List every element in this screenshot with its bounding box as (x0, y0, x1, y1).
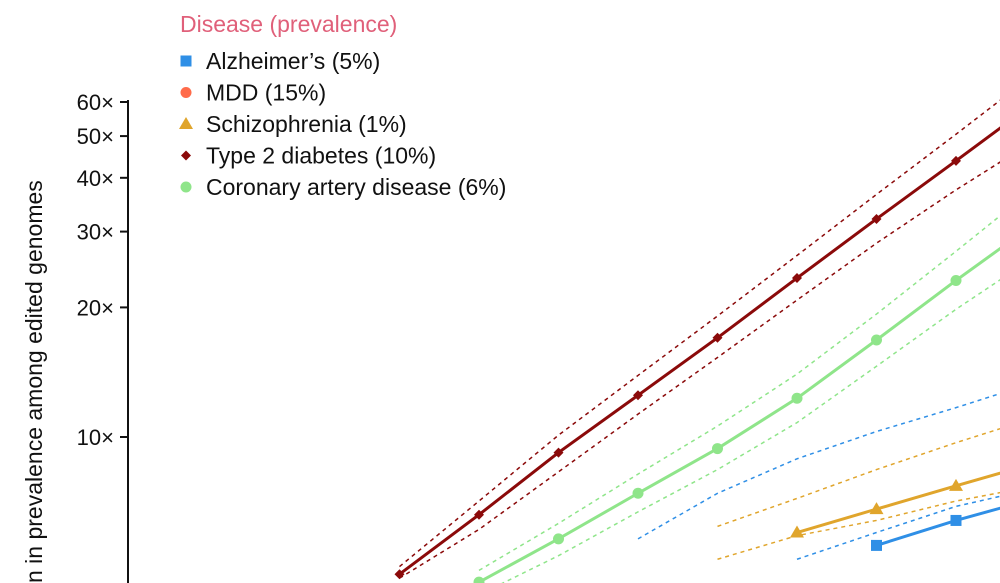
coronary-artery-disease-6-ci-low (501, 279, 1000, 583)
alzheimer-s-5-line (876, 506, 1000, 547)
legend-label-mdd-15: MDD (15%) (206, 80, 326, 106)
legend: Disease (prevalence) Alzheimer’s (5%) MDD… (179, 11, 506, 200)
legend-marker-mdd-15 (180, 87, 192, 98)
type-2-diabetes-10-point (792, 273, 802, 284)
type-2-diabetes-10-point (712, 332, 723, 343)
schizophrenia-1-point (790, 525, 804, 538)
type-2-diabetes-10-line (398, 126, 1000, 576)
schizophrenia-1-ci-high (717, 427, 1000, 528)
coronary-artery-disease-6-point (950, 274, 962, 286)
y-ticks: 10× 20× 30× 40× 50× 60× (77, 90, 128, 450)
coronary-artery-disease-6-ci-high (478, 214, 1000, 572)
y-tick-label: 30× (77, 220, 114, 245)
alzheimer-s-5-ci-high (637, 392, 1000, 540)
coronary-artery-disease-6-line (478, 246, 1000, 583)
legend-label-coronary-artery-disease-6: Coronary artery disease (6%) (206, 174, 506, 200)
legend-items: Alzheimer’s (5%) MDD (15%) Schizophrenia (… (179, 48, 506, 200)
coronary-artery-disease-6-point (553, 533, 564, 545)
alzheimer-s-5-point (950, 514, 962, 526)
y-tick-label: 60× (77, 90, 114, 115)
legend-marker-type-2-diabetes-10 (181, 150, 191, 161)
type-2-diabetes-10-point (553, 447, 564, 458)
legend-title: Disease (prevalence) (180, 11, 397, 37)
plot-area (394, 99, 1000, 583)
legend-marker-schizophrenia-1 (179, 117, 193, 129)
type-2-diabetes-10-ci-high (399, 99, 1000, 568)
type-2-diabetes-10-point (394, 569, 405, 580)
type-2-diabetes-10-point (951, 155, 961, 166)
coronary-artery-disease-6-point (871, 334, 882, 346)
legend-label-alzheimer-s-5: Alzheimer’s (5%) (206, 48, 380, 74)
type-2-diabetes-10-point (871, 213, 882, 224)
schizophrenia-1-point (949, 478, 963, 491)
type-2-diabetes-10-point (474, 509, 484, 520)
y-tick-label: 20× (77, 295, 114, 320)
coronary-artery-disease-6-point (791, 392, 803, 404)
y-tick-label: 40× (77, 166, 114, 191)
legend-marker-alzheimer-s-5 (180, 55, 192, 67)
type-2-diabetes-10-ci-low (399, 161, 1000, 579)
coronary-artery-disease-6-point (473, 576, 485, 583)
legend-marker-coronary-artery-disease-6 (180, 181, 192, 193)
legend-label-schizophrenia-1: Schizophrenia (1%) (206, 111, 407, 137)
y-tick-label: 50× (77, 124, 114, 149)
type-2-diabetes-10-point (633, 390, 643, 401)
y-tick-label: 10× (77, 425, 114, 450)
y-axis-label: n in prevalence among edited genomes (21, 180, 47, 583)
coronary-artery-disease-6-point (632, 487, 644, 499)
schizophrenia-1-point (869, 502, 884, 515)
coronary-artery-disease-6-point (712, 443, 723, 455)
legend-label-type-2-diabetes-10: Type 2 diabetes (10%) (206, 143, 436, 169)
alzheimer-s-5-point (871, 539, 882, 551)
